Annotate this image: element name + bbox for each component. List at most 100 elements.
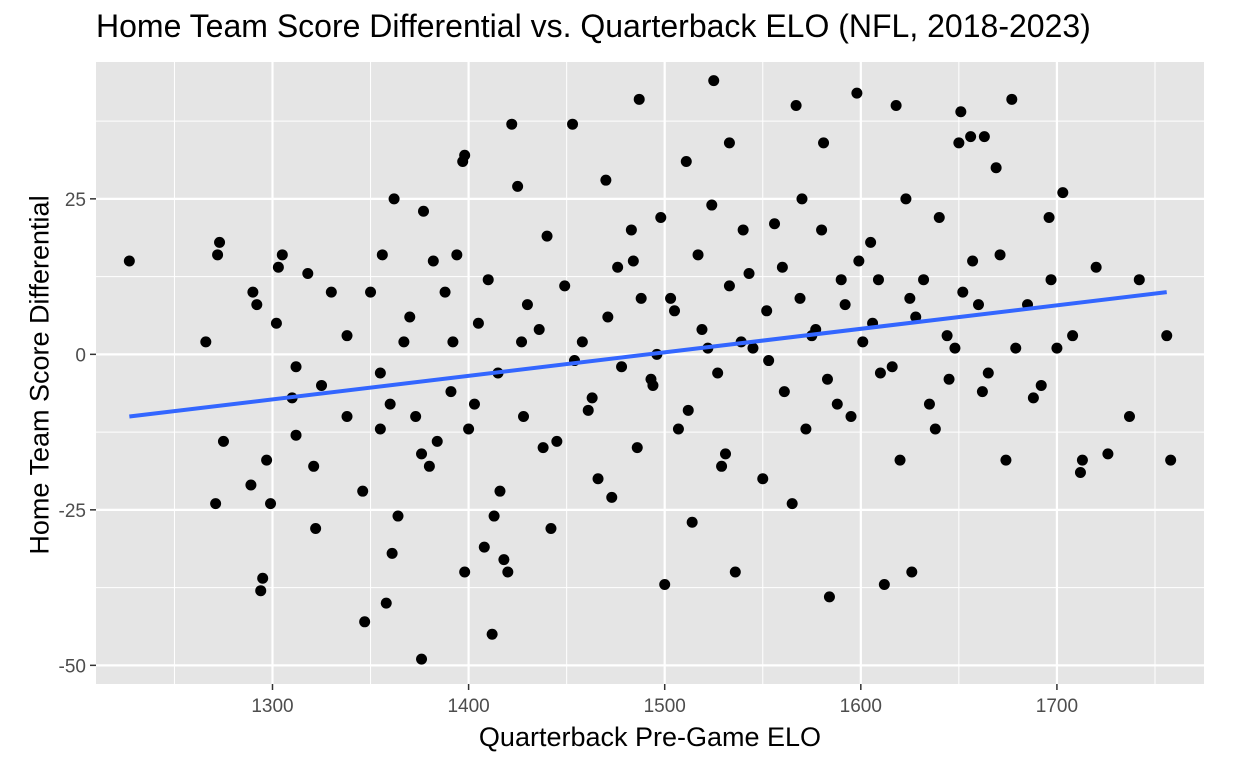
data-point [451, 249, 463, 261]
data-point [447, 336, 459, 348]
data-point [723, 280, 735, 292]
data-point [894, 454, 906, 466]
data-point [712, 367, 724, 379]
data-point [672, 423, 684, 435]
data-point [923, 398, 935, 410]
data-point [786, 498, 798, 510]
data-point [439, 286, 451, 298]
data-point [1074, 467, 1086, 479]
data-point [990, 162, 1002, 174]
data-point [1067, 330, 1079, 342]
data-point [472, 317, 484, 329]
data-point [716, 460, 728, 472]
data-point [516, 336, 528, 348]
data-points [123, 75, 1177, 665]
data-point [816, 224, 828, 236]
data-point [682, 404, 694, 416]
data-point [518, 411, 530, 423]
data-point [416, 653, 428, 665]
data-point [478, 541, 490, 553]
data-point [257, 572, 269, 584]
data-point [302, 267, 314, 279]
data-point [1102, 448, 1114, 460]
data-point [272, 261, 284, 273]
data-point [857, 336, 869, 348]
data-point [247, 286, 259, 298]
data-point [1043, 212, 1055, 223]
data-point [851, 87, 863, 99]
data-point [308, 460, 320, 472]
data-point [776, 261, 788, 273]
data-point [388, 193, 400, 205]
data-point [955, 106, 967, 118]
data-point [972, 299, 984, 311]
data-point [374, 423, 386, 435]
data-point [276, 249, 288, 261]
data-point [537, 442, 549, 454]
data-point [502, 566, 514, 578]
data-point [790, 100, 802, 112]
data-point [853, 255, 865, 267]
data-point [633, 93, 645, 105]
data-point [386, 547, 398, 559]
data-point [341, 411, 353, 423]
data-point [459, 566, 471, 578]
data-point [737, 224, 749, 236]
y-axis-title: Home Team Score Differential [24, 195, 55, 555]
data-point [906, 566, 918, 578]
data-point [778, 386, 790, 398]
data-point [290, 361, 302, 373]
data-point [796, 193, 808, 205]
data-point [933, 212, 945, 223]
data-point [918, 274, 930, 286]
data-point [635, 292, 647, 304]
y-tick-label: -50 [59, 656, 86, 677]
data-point [404, 311, 416, 323]
data-point [839, 299, 851, 311]
data-point [655, 212, 667, 223]
data-point [941, 330, 953, 342]
data-point [957, 286, 969, 298]
y-tick-label: -25 [59, 501, 86, 522]
data-point [210, 498, 222, 510]
data-point [463, 423, 475, 435]
axes: 1300 1400 1500 1600 1700 -50 -25 0 25 [59, 190, 1079, 717]
data-point [341, 330, 353, 342]
data-point [398, 336, 410, 348]
data-point [904, 292, 916, 304]
data-point [823, 591, 835, 603]
data-point [200, 336, 212, 348]
data-point [1123, 411, 1135, 423]
data-point [943, 373, 955, 385]
data-point [423, 460, 435, 472]
data-point [747, 342, 759, 354]
data-point [545, 523, 557, 534]
data-point [592, 473, 604, 485]
data-point [316, 379, 328, 391]
data-point [488, 510, 500, 522]
data-point [384, 398, 396, 410]
data-point [686, 516, 698, 528]
data-point [976, 386, 988, 398]
data-point [482, 274, 494, 286]
data-point [541, 230, 553, 242]
data-point [559, 280, 571, 292]
data-point [761, 305, 773, 317]
data-point [582, 404, 594, 416]
data-point [486, 628, 498, 640]
data-point [1027, 392, 1039, 404]
data-point [831, 398, 843, 410]
y-tick-label: 25 [65, 190, 86, 211]
data-point [616, 361, 628, 373]
data-point [380, 597, 392, 609]
data-point [743, 267, 755, 279]
data-point [416, 448, 428, 460]
data-point [982, 367, 994, 379]
data-point [417, 205, 429, 217]
data-point [763, 355, 775, 367]
data-point [214, 236, 226, 248]
data-point [818, 137, 830, 149]
data-point [953, 137, 965, 149]
data-point [978, 131, 990, 143]
data-point [359, 616, 371, 628]
